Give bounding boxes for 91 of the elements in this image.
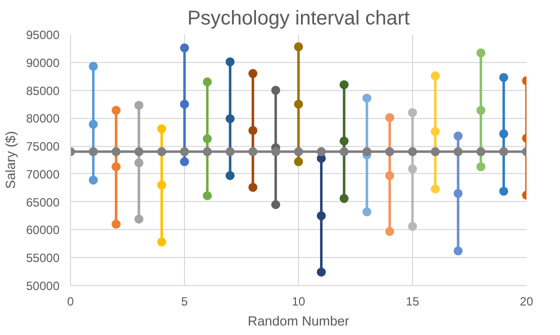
point bbox=[294, 100, 303, 109]
point bbox=[157, 180, 166, 190]
point bbox=[294, 147, 303, 156]
point bbox=[271, 86, 280, 95]
point bbox=[294, 42, 303, 52]
point bbox=[430, 71, 440, 80]
y-tick-label: 80000 bbox=[26, 112, 60, 126]
point bbox=[88, 176, 98, 185]
point bbox=[134, 147, 144, 156]
point bbox=[157, 147, 166, 156]
point bbox=[112, 106, 121, 115]
point bbox=[362, 147, 372, 156]
point bbox=[180, 100, 189, 109]
point bbox=[454, 246, 463, 256]
point bbox=[112, 147, 121, 156]
point bbox=[157, 124, 166, 134]
point bbox=[476, 48, 486, 58]
point bbox=[454, 188, 463, 198]
y-tick-label: 90000 bbox=[26, 56, 60, 70]
point bbox=[271, 200, 280, 210]
point bbox=[134, 214, 144, 224]
point bbox=[248, 147, 258, 156]
point bbox=[476, 147, 486, 156]
point bbox=[362, 207, 372, 216]
point bbox=[202, 147, 212, 156]
point bbox=[226, 57, 235, 66]
point bbox=[316, 268, 326, 277]
point bbox=[476, 162, 486, 172]
chart-title: Psychology interval chart bbox=[187, 8, 410, 30]
point bbox=[408, 164, 417, 174]
point bbox=[202, 191, 212, 200]
point bbox=[180, 147, 189, 156]
point bbox=[316, 147, 326, 156]
y-tick-label: 70000 bbox=[26, 167, 60, 182]
point bbox=[248, 182, 258, 192]
point bbox=[408, 147, 417, 156]
point bbox=[385, 226, 394, 236]
x-tick-label: 10 bbox=[292, 294, 306, 308]
point bbox=[112, 162, 121, 172]
y-axis-title: Salary ($) bbox=[3, 131, 18, 189]
point bbox=[271, 147, 280, 156]
y-tick-label: 65000 bbox=[26, 195, 60, 210]
point bbox=[385, 147, 394, 156]
point bbox=[340, 194, 349, 203]
point bbox=[112, 220, 121, 229]
x-tick-label: 0 bbox=[67, 294, 74, 308]
point bbox=[340, 80, 349, 90]
point bbox=[226, 114, 235, 124]
point bbox=[134, 158, 144, 168]
point bbox=[499, 147, 508, 156]
x-tick-label: 5 bbox=[181, 294, 188, 308]
point bbox=[226, 147, 235, 156]
y-tick-label: 95000 bbox=[26, 28, 60, 42]
point bbox=[385, 113, 394, 122]
x-axis-title: Random Number bbox=[248, 314, 350, 328]
point bbox=[316, 211, 326, 220]
x-tick-label: 15 bbox=[406, 294, 420, 308]
point bbox=[180, 157, 189, 166]
point bbox=[385, 171, 394, 180]
point bbox=[88, 147, 98, 156]
point bbox=[340, 136, 349, 146]
point bbox=[430, 184, 440, 194]
y-tick-label: 60000 bbox=[26, 223, 60, 238]
point bbox=[430, 147, 440, 156]
point bbox=[202, 134, 212, 144]
point bbox=[88, 120, 98, 129]
point bbox=[454, 132, 463, 141]
point bbox=[362, 94, 372, 103]
y-tick-label: 85000 bbox=[26, 84, 60, 98]
point bbox=[88, 62, 98, 71]
point bbox=[408, 222, 417, 231]
point bbox=[430, 127, 440, 136]
point bbox=[499, 129, 508, 138]
point bbox=[340, 147, 349, 156]
point bbox=[226, 171, 235, 180]
point bbox=[499, 186, 508, 196]
point bbox=[180, 43, 189, 52]
point bbox=[454, 147, 463, 156]
point bbox=[202, 77, 212, 86]
y-tick-label: 75000 bbox=[26, 140, 60, 154]
x-tick-label: 20 bbox=[520, 294, 534, 308]
point bbox=[157, 238, 166, 246]
point bbox=[499, 72, 508, 82]
point bbox=[476, 106, 486, 115]
point bbox=[134, 100, 144, 110]
point bbox=[294, 157, 303, 166]
point bbox=[248, 69, 258, 78]
point bbox=[408, 108, 417, 118]
point bbox=[248, 126, 258, 135]
y-tick-label: 55000 bbox=[26, 251, 60, 266]
y-tick-label: 50000 bbox=[26, 279, 60, 293]
